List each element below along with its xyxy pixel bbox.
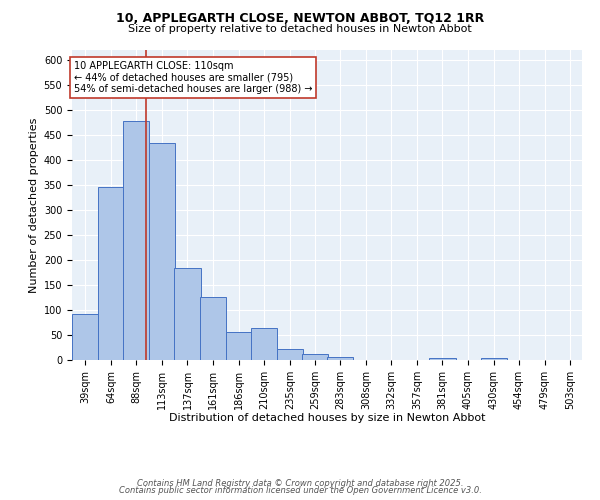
- Bar: [226, 332, 252, 360]
- Bar: [98, 186, 124, 360]
- Bar: [277, 348, 303, 360]
- Bar: [72, 314, 98, 360]
- Bar: [199, 297, 226, 360]
- Bar: [123, 121, 149, 360]
- Bar: [302, 354, 328, 360]
- X-axis label: Distribution of detached houses by size in Newton Abbot: Distribution of detached houses by size …: [169, 414, 485, 424]
- Bar: [175, 268, 200, 360]
- Bar: [430, 358, 455, 360]
- Bar: [251, 328, 277, 360]
- Text: Contains public sector information licensed under the Open Government Licence v3: Contains public sector information licen…: [119, 486, 481, 495]
- Text: 10, APPLEGARTH CLOSE, NEWTON ABBOT, TQ12 1RR: 10, APPLEGARTH CLOSE, NEWTON ABBOT, TQ12…: [116, 12, 484, 26]
- Text: Size of property relative to detached houses in Newton Abbot: Size of property relative to detached ho…: [128, 24, 472, 34]
- Y-axis label: Number of detached properties: Number of detached properties: [29, 118, 40, 292]
- Bar: [327, 356, 353, 360]
- Bar: [481, 358, 507, 360]
- Bar: [149, 142, 175, 360]
- Text: Contains HM Land Registry data © Crown copyright and database right 2025.: Contains HM Land Registry data © Crown c…: [137, 478, 463, 488]
- Text: 10 APPLEGARTH CLOSE: 110sqm
← 44% of detached houses are smaller (795)
54% of se: 10 APPLEGARTH CLOSE: 110sqm ← 44% of det…: [74, 61, 313, 94]
